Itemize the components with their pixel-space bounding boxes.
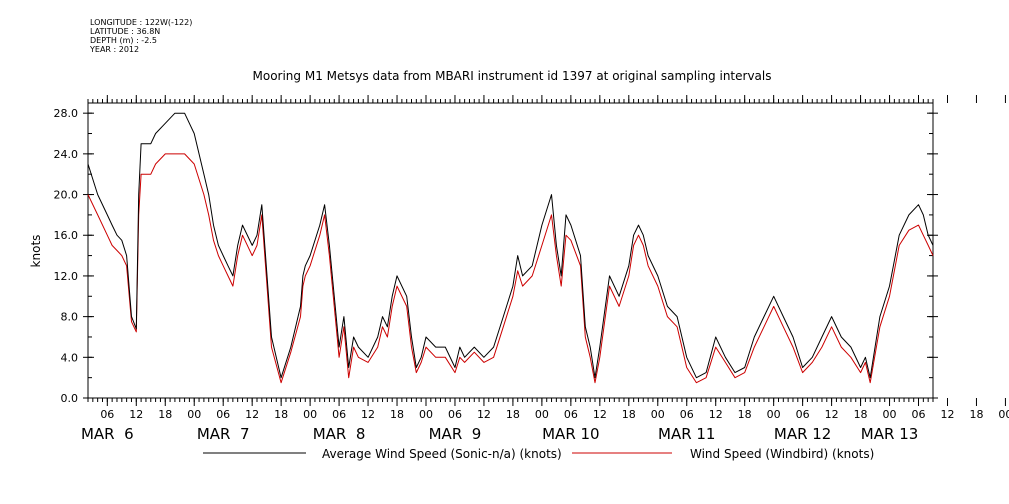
- x-hour-label: 06: [564, 408, 578, 421]
- x-hour-label: 06: [680, 408, 694, 421]
- x-hour-label: 00: [419, 408, 433, 421]
- x-hour-label: 18: [738, 408, 752, 421]
- x-date-label: MAR 11: [658, 425, 715, 443]
- legend-label-windbird: Wind Speed (Windbird) (knots): [690, 447, 874, 461]
- x-hour-label: 18: [622, 408, 636, 421]
- x-date-label: MAR 8: [313, 425, 366, 443]
- x-hour-label: 12: [709, 408, 723, 421]
- x-hour-label: 00: [883, 408, 897, 421]
- longitude-label: LONGITUDE : 122W(-122): [90, 18, 193, 27]
- plot-frame: [87, 102, 934, 399]
- x-hour-label: 00: [767, 408, 781, 421]
- x-hour-label: 12: [129, 408, 143, 421]
- x-hour-label: 18: [854, 408, 868, 421]
- x-hour-label: 18: [390, 408, 404, 421]
- x-date-label: MAR 9: [429, 425, 482, 443]
- x-hour-label: 12: [361, 408, 375, 421]
- x-hour-label: 12: [825, 408, 839, 421]
- series-group: [87, 112, 934, 384]
- x-hour-label: 06: [796, 408, 810, 421]
- x-hour-label: 06: [912, 408, 926, 421]
- x-date-label: MAR 13: [861, 425, 918, 443]
- chart-title: Mooring M1 Metsys data from MBARI instru…: [253, 69, 772, 83]
- x-hour-label: 00: [535, 408, 549, 421]
- x-date-label: MAR 6: [81, 425, 134, 443]
- y-axis-label: knots: [29, 235, 43, 268]
- y-tick-label: 20.0: [54, 189, 79, 202]
- y-tick-label: 12.0: [54, 270, 79, 283]
- x-hour-label: 12: [593, 408, 607, 421]
- x-date-label: MAR 10: [542, 425, 599, 443]
- y-tick-label: 24.0: [54, 148, 79, 161]
- y-axis: 0.0 4.0 8.0 12.0 16.0 20.0 24.0 28.0: [54, 107, 938, 405]
- x-hour-label: 12: [477, 408, 491, 421]
- x-hour-label: 06: [332, 408, 346, 421]
- x-hour-label: 00: [651, 408, 665, 421]
- x-hour-label: 00: [303, 408, 317, 421]
- x-hour-label: 12: [245, 408, 259, 421]
- y-tick-label: 4.0: [61, 351, 79, 364]
- x-axis: 06 12 18 00 06 12 18 00 06 12 18 00 06 12 18 00 06 12 18 00…: [81, 95, 1009, 443]
- latitude-label: LATITUDE : 36.8N: [90, 27, 161, 36]
- legend: Average Wind Speed (Sonic-n/a) (knots) W…: [203, 447, 874, 461]
- y-tick-label: 8.0: [61, 311, 79, 324]
- x-hour-label: 18: [969, 408, 983, 421]
- minor-ticks: [87, 99, 934, 402]
- legend-label-sonic: Average Wind Speed (Sonic-n/a) (knots): [322, 447, 562, 461]
- y-tick-label: 16.0: [54, 229, 79, 242]
- x-hour-label: 18: [274, 408, 288, 421]
- metadata-block: LONGITUDE : 122W(-122) LATITUDE : 36.8N …: [90, 18, 192, 54]
- x-hour-label: 00: [998, 408, 1009, 421]
- x-hour-label: 06: [100, 408, 114, 421]
- x-hour-label: 12: [940, 408, 954, 421]
- series-line-sonic: [87, 112, 934, 379]
- y-tick-label: 0.0: [61, 392, 79, 405]
- x-hour-label: 18: [506, 408, 520, 421]
- y-tick-label: 28.0: [54, 107, 79, 120]
- depth-label: DEPTH (m) : -2.5: [90, 36, 157, 45]
- x-hour-label: 06: [448, 408, 462, 421]
- x-hour-label: 00: [187, 408, 201, 421]
- series-line-windbird: [87, 153, 934, 384]
- x-hour-label: 18: [158, 408, 172, 421]
- year-label: YEAR : 2012: [90, 45, 140, 54]
- x-date-label: MAR 12: [774, 425, 831, 443]
- x-hour-label: 06: [216, 408, 230, 421]
- x-date-label: MAR 7: [197, 425, 250, 443]
